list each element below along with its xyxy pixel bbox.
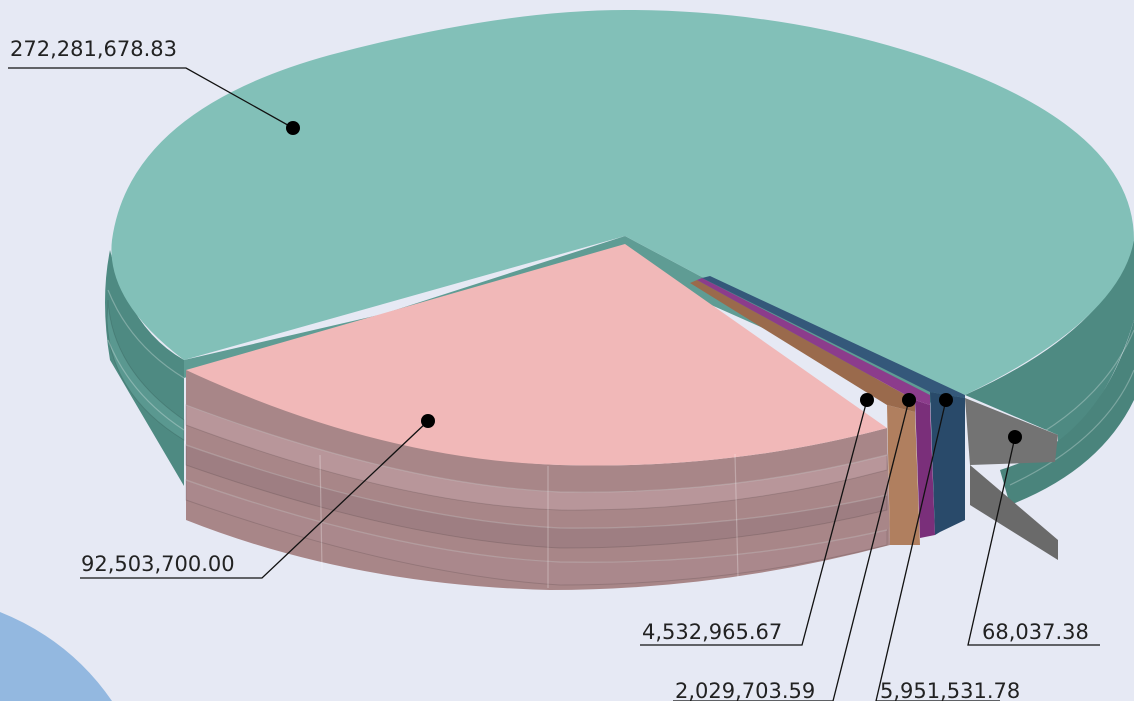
slice-2-rim-seam-3 <box>185 479 888 563</box>
pie-slice-4 <box>697 278 935 538</box>
callout-dot-2 <box>421 414 435 428</box>
slice-1-rim-seam-4 <box>1009 369 1134 486</box>
callout-dot-1 <box>286 121 300 135</box>
callout-dot-6 <box>1008 430 1022 444</box>
slice-2-rim-seam-4 <box>319 454 323 571</box>
background-corner-shape <box>0 612 112 701</box>
slice-1-side <box>105 250 184 486</box>
slice-5-side <box>930 392 965 535</box>
slice-2-layer-3 <box>185 479 888 586</box>
slice-2-rim-seam-6 <box>734 453 739 579</box>
callout-dot-4 <box>902 393 916 407</box>
slice-6-side <box>970 465 1058 560</box>
slice-2-layer-1 <box>185 404 888 511</box>
pie-slice-5 <box>702 276 965 535</box>
slice-3-side <box>887 405 920 545</box>
callout-dot-3 <box>860 393 874 407</box>
slice-2-rim-seam-2 <box>185 444 888 529</box>
slice-4-top <box>697 278 930 405</box>
slice-label-1: 272,281,678.83 <box>10 37 177 61</box>
slice-label-2: 92,503,700.00 <box>81 552 235 576</box>
slice-label-5: 5,951,531.78 <box>880 679 1020 701</box>
callout-line-3 <box>640 399 868 646</box>
slice-1-side-band <box>106 299 185 441</box>
callout-dots <box>286 121 1022 444</box>
callout-line-6 <box>967 436 1100 646</box>
slice-1-rim-seam-2 <box>107 339 185 431</box>
slice-label-4: 2,029,703.59 <box>675 679 815 701</box>
slice-2-top <box>186 244 887 466</box>
slice-5-top <box>702 276 965 398</box>
slice-4-side <box>915 400 935 538</box>
callouts <box>8 67 1100 701</box>
slice-1-rim-seam-1 <box>107 289 185 379</box>
slice-1-side-right <box>965 240 1134 448</box>
slice-2-rim-seam-1 <box>185 404 888 493</box>
callout-line-2 <box>80 420 429 579</box>
pie-slice-2 <box>185 244 890 590</box>
slice-label-3: 4,532,965.67 <box>642 620 782 644</box>
callout-dot-5 <box>939 393 953 407</box>
callout-line-4 <box>673 399 910 701</box>
slice-2-layer-2 <box>185 444 888 549</box>
callout-line-5 <box>875 399 1000 701</box>
slice-1-top <box>111 10 1134 395</box>
slice-3-top <box>690 280 915 412</box>
pie-slice-3 <box>690 280 920 545</box>
callout-line-1 <box>8 67 294 129</box>
slice-label-6: 68,037.38 <box>982 620 1089 644</box>
